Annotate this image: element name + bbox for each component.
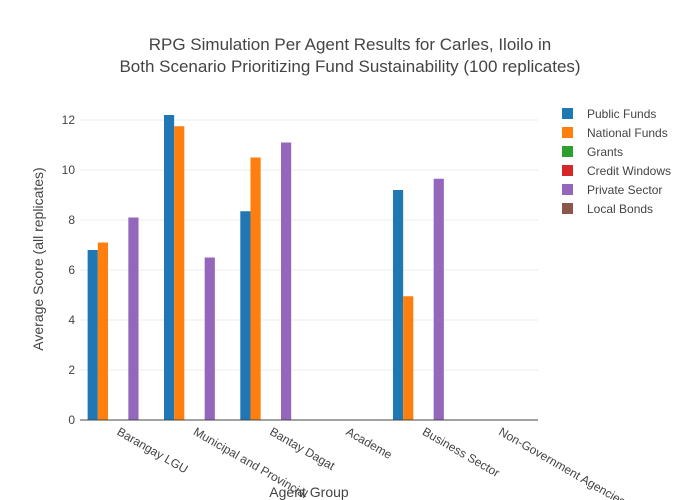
legend-label: Public Funds <box>587 107 656 121</box>
legend-swatch <box>562 203 573 214</box>
chart-title-line-2: Both Scenario Prioritizing Fund Sustaina… <box>119 57 580 76</box>
legend-item[interactable]: Public Funds <box>562 107 656 121</box>
legend-item[interactable]: National Funds <box>562 126 668 140</box>
bar-national-funds <box>250 157 261 420</box>
legend-swatch <box>562 165 573 176</box>
legend-label: Local Bonds <box>587 202 653 216</box>
bar-public-funds <box>163 115 175 420</box>
legend-swatch <box>562 146 573 157</box>
legend-swatch <box>562 127 573 138</box>
legend: Public Funds National Funds Grants Credit W… <box>562 107 671 216</box>
legend-label: Credit Windows <box>587 164 671 178</box>
legend-label: National Funds <box>587 126 668 140</box>
legend-item[interactable]: Credit Windows <box>562 164 671 178</box>
legend-swatch <box>562 184 573 195</box>
legend-item[interactable]: Private Sector <box>562 183 662 197</box>
y-tick-label: 4 <box>68 313 75 327</box>
legend-item[interactable]: Local Bonds <box>562 202 653 216</box>
y-tick-label: 8 <box>68 213 75 227</box>
legend-item[interactable]: Grants <box>562 145 623 159</box>
bar-national-funds <box>174 126 185 420</box>
gridlines <box>80 119 538 371</box>
x-tick-label: Business Sector <box>420 424 502 479</box>
legend-swatch <box>562 108 573 119</box>
x-axis-title: Agent Group <box>269 484 349 500</box>
bar-national-funds <box>97 242 108 420</box>
y-tick-label: 10 <box>62 163 76 177</box>
x-tick-label: Bantay Dagat <box>267 424 338 473</box>
bar-public-funds <box>240 211 251 420</box>
legend-label: Private Sector <box>587 183 662 197</box>
bar-private-sector <box>204 257 215 420</box>
legend-label: Grants <box>587 145 623 159</box>
x-tick-label: Academe <box>344 424 395 462</box>
chart-title-line-1: RPG Simulation Per Agent Results for Car… <box>149 35 552 54</box>
x-tick-label: Barangay LGU <box>115 424 191 476</box>
x-tick-label: Non-Government Agencies <box>496 424 628 500</box>
y-tick-label: 6 <box>68 263 75 277</box>
y-tick-label: 2 <box>68 363 75 377</box>
bar-private-sector <box>281 142 292 420</box>
bar-private-sector <box>433 178 444 420</box>
bar-public-funds <box>87 250 98 420</box>
y-tick-label: 12 <box>62 113 76 127</box>
bars <box>87 115 444 420</box>
bar-public-funds <box>392 190 404 420</box>
y-axis-title: Average Score (all replicates) <box>30 167 46 350</box>
bar-private-sector <box>128 217 139 420</box>
bar-national-funds <box>403 296 414 420</box>
y-tick-label: 0 <box>68 413 75 427</box>
